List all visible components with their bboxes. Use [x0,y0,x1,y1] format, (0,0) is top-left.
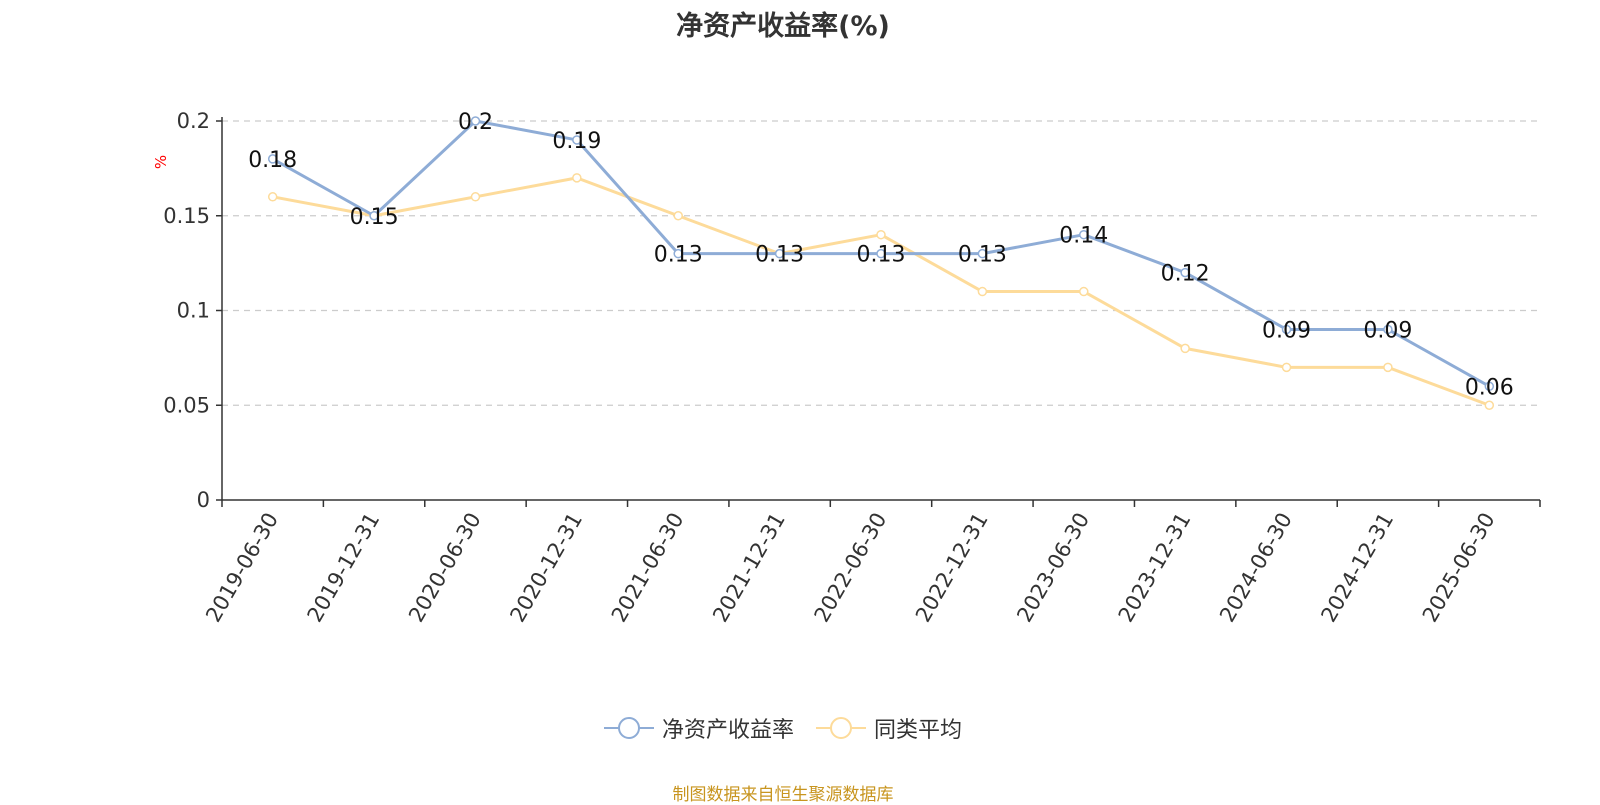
series-layer [267,116,1495,410]
series-point-0 [470,116,481,126]
series-point-0 [267,154,278,164]
data-label: 0.19 [552,129,601,154]
data-label: 0.12 [1161,262,1210,287]
x-tick-label: 2019-12-31 [303,509,385,627]
legend-roe-swatch-icon [603,717,654,739]
series-point-1 [1281,362,1292,373]
line-chart: 00.050.10.150.2%2019-06-30 2019-12-31 2020… [152,109,1541,627]
x-tick-label: 2022-06-30 [810,509,892,627]
legend: 净资产收益率 同类平均 [0,712,1566,744]
series-point-0 [1484,381,1495,392]
series-point-1 [1383,362,1393,373]
x-tick-label: 2025-06-30 [1418,509,1500,627]
y-tick-label: 0.05 [163,393,210,417]
series-point-0 [369,211,379,221]
data-label: 0.09 [1363,318,1412,343]
series-point-1 [267,192,278,202]
series-point-1 [1484,400,1495,410]
data-label: 0.13 [958,243,1007,268]
legend-item-roe[interactable]: 净资产收益率 [603,712,794,744]
x-tick-label: 2020-06-30 [404,509,486,627]
legend-roe-label: 净资产收益率 [661,718,794,743]
chart-title: 净资产收益率(%) [676,11,890,42]
y-tick-label: 0 [197,488,210,512]
series-point-1 [1079,286,1089,297]
series-point-0 [876,248,886,259]
data-label: 0.09 [1262,318,1311,343]
x-tick-label: 2024-06-30 [1215,509,1297,627]
x-tick-label: 2022-12-31 [911,509,993,627]
legend-peer-label: 同类平均 [874,718,963,743]
legend-item-peer-average[interactable]: 同类平均 [816,712,962,744]
data-label: 0.15 [350,205,399,230]
series-point-0 [1281,324,1292,335]
x-tick-label: 2020-12-31 [505,509,587,627]
series-point-0 [673,248,683,259]
data-label: 0.18 [248,148,297,173]
y-axis-unit-label: % [152,155,170,169]
series-point-1 [977,286,988,297]
data-label: 0.06 [1465,375,1514,400]
data-label: 0.2 [458,110,493,135]
series-point-1 [673,211,683,221]
series-point-1 [470,192,481,202]
x-tick-label: 2023-06-30 [1012,509,1094,627]
y-tick-label: 0.15 [163,204,210,228]
series-line-1 [272,176,1490,407]
series-point-1 [572,173,582,183]
source-note: 制图数据来自恒生聚源数据库 [672,785,894,805]
series-point-1 [876,229,886,240]
series-point-0 [1180,267,1190,278]
series-point-0 [977,248,988,259]
series-point-1 [1180,343,1190,354]
y-tick-label: 0.1 [177,299,210,323]
data-label: 0.14 [1059,224,1108,249]
data-label: 0.13 [857,243,906,268]
data-label: 0.13 [654,243,703,268]
x-tick-label: 2023-12-31 [1114,509,1196,627]
series-point-0 [572,135,582,145]
series-point-0 [1383,324,1393,335]
x-tick-label: 2021-06-30 [607,509,689,627]
y-tick-label: 0.2 [177,109,210,133]
series-point-0 [1079,229,1089,240]
legend-peer-swatch-icon [816,717,866,739]
data-labels: 0.18 0.15 0.2 0.19 0.13 0.13 0.13 0.13 0.14 0.12 0… [248,110,1514,400]
series-point-0 [774,248,785,259]
x-tick-label: 2019-06-30 [201,509,283,627]
data-label: 0.13 [755,243,804,268]
x-tick-label: 2021-12-31 [708,509,790,627]
x-tick-label: 2024-12-31 [1316,509,1398,627]
